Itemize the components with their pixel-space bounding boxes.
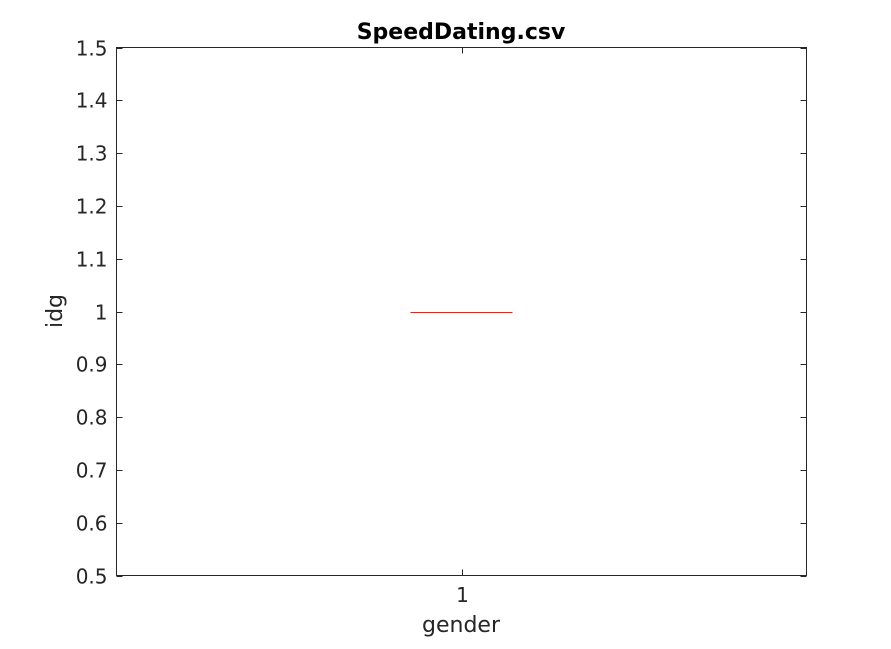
y-tick-label: 0.7 [76, 459, 108, 483]
y-tick-label: 1.4 [76, 89, 108, 113]
box-series [411, 312, 513, 313]
y-tick-label: 1.2 [76, 195, 108, 219]
y-tick-label: 1.3 [76, 142, 108, 166]
chart-title: SpeedDating.csv [357, 20, 566, 45]
y-tick-label: 1.5 [76, 37, 108, 61]
x-axis: 1 [456, 48, 469, 608]
y-tick-label: 0.8 [76, 406, 108, 430]
y-axis-label: idg [43, 294, 68, 328]
y-tick-label: 0.9 [76, 353, 108, 377]
x-tick-label: 1 [456, 583, 469, 607]
x-axis-label: gender [422, 613, 501, 638]
y-tick-label: 0.6 [76, 512, 108, 536]
y-tick-label: 0.5 [76, 565, 108, 589]
y-tick-label: 1 [95, 301, 108, 325]
y-tick-label: 1.1 [76, 248, 108, 272]
